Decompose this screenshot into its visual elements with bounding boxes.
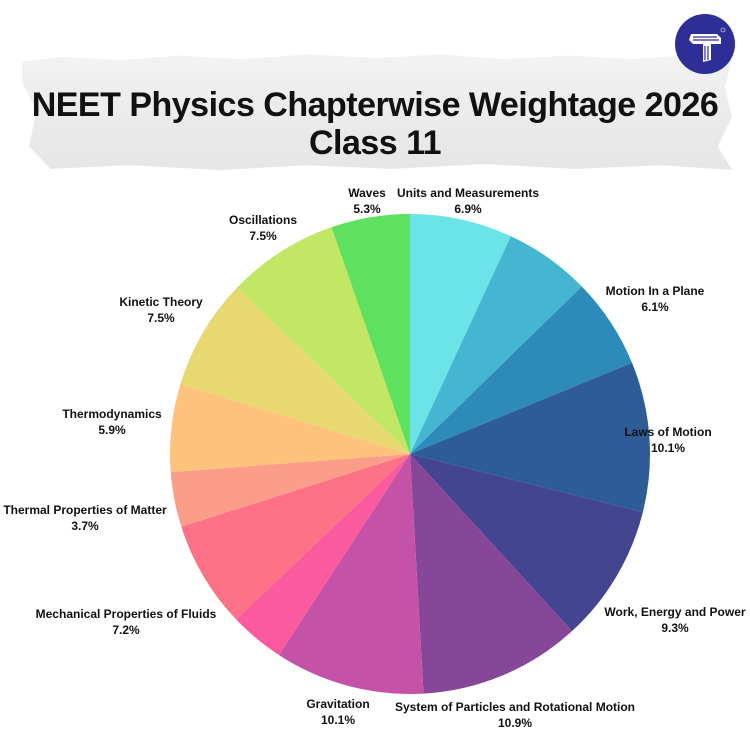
slice-label-name: Thermodynamics	[62, 407, 162, 421]
slice-label-name: Gravitation	[306, 697, 370, 711]
slice-label: Kinetic Theory 7.5%	[119, 294, 202, 326]
slice-label: Work, Energy and Power 9.3%	[604, 604, 745, 636]
slice-label: Laws of Motion 10.1%	[624, 424, 711, 456]
slice-label: Motion In a Plane 6.1%	[606, 283, 705, 315]
chart-subtitle: Class 11	[308, 124, 442, 162]
slice-label: Waves 5.3%	[348, 185, 386, 217]
slice-label-name: Work, Energy and Power	[604, 605, 746, 619]
pie-slice	[410, 236, 582, 454]
slice-label: Thermal Properties of Matter 3.7%	[3, 502, 166, 534]
slice-label: Mechanical Properties of Fluids 7.2%	[36, 606, 217, 638]
pie-slice	[410, 286, 633, 454]
slice-label-percent: 7.2%	[112, 623, 140, 637]
slice-label: System of Particles and Rotational Motio…	[395, 699, 635, 731]
slice-label-name: Oscillations	[228, 213, 298, 227]
slice-label-percent: 5.3%	[353, 202, 381, 216]
pie-slice	[181, 454, 410, 620]
slice-label: Gravitation 10.1%	[306, 696, 369, 728]
slice-label-percent: 5.9%	[98, 423, 126, 437]
slice-label-percent: 10.9%	[497, 716, 533, 730]
pie-slice	[410, 362, 650, 513]
pie-slice	[410, 454, 643, 632]
pie-slice	[410, 454, 573, 694]
pie-slice	[331, 214, 410, 454]
pie-slice	[410, 214, 511, 454]
slice-label-percent: 6.9%	[454, 202, 482, 216]
title-paper-banner	[22, 54, 732, 170]
chart-title: NEET Physics Chapterwise Weightage 2026	[31, 86, 719, 124]
slice-label-name: Waves	[348, 186, 386, 200]
slice-label-percent: 10.1%	[650, 441, 686, 455]
slice-label-name: Mechanical Properties of Fluids	[35, 607, 217, 621]
slice-label-percent: 9.3%	[661, 621, 689, 635]
slice-label: Units and Measurements 6.9%	[397, 185, 539, 217]
slice-label-percent: 10.1%	[320, 713, 356, 727]
slice-label-name: Thermal Properties of Matter	[3, 503, 167, 517]
t-logo-icon	[675, 14, 735, 74]
slice-label-percent: 7.5%	[249, 229, 277, 243]
slice-label-percent: 3.7%	[71, 519, 99, 533]
pie-slice	[237, 227, 410, 454]
slice-label-name: Units and Measurements	[396, 186, 540, 200]
slice-label-percent: 6.1%	[641, 300, 669, 314]
slice-label-name: Laws of Motion	[624, 425, 712, 439]
pie-slice	[180, 287, 410, 454]
slice-label: Oscillations 7.5%	[229, 212, 297, 244]
slice-label: Thermodynamics 5.9%	[62, 406, 161, 438]
slice-label-percent: 7.5%	[147, 311, 175, 325]
pie-slice	[169, 384, 410, 473]
slice-label-name: Motion In a Plane	[605, 284, 705, 298]
pie-slice	[236, 454, 410, 656]
pie-slice	[278, 454, 424, 695]
slice-label-name: Kinetic Theory	[119, 295, 203, 309]
pie-slice	[170, 454, 410, 527]
slice-label-name: System of Particles and Rotational Motio…	[394, 700, 636, 714]
